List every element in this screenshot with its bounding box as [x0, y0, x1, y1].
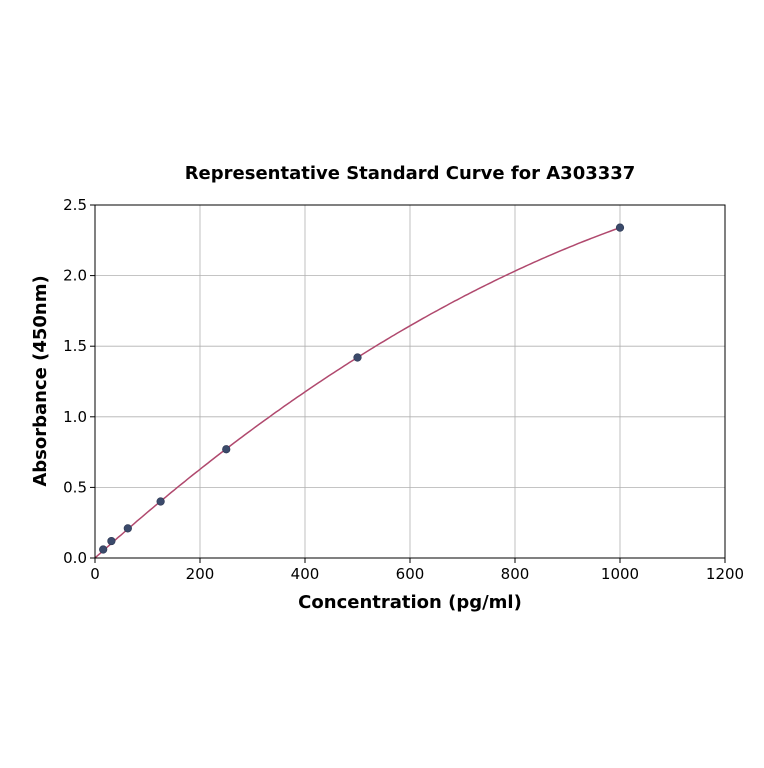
data-point	[107, 536, 116, 546]
y-tick-label: 2.0	[63, 267, 87, 285]
data-point	[222, 445, 231, 454]
x-axis-ticks: 0 200 400 600 800 1000 1200	[90, 558, 744, 583]
y-axis-ticks: 0.0 0.5 1.0 1.5 2.0 2.5	[63, 196, 95, 567]
y-tick-label: 0.0	[63, 549, 87, 567]
x-tick-label: 800	[501, 565, 530, 583]
x-axis-label: Concentration (pg/ml)	[298, 592, 522, 613]
y-tick-label: 0.5	[63, 478, 87, 496]
x-tick-label: 0	[90, 565, 100, 583]
x-tick-label: 600	[396, 565, 425, 583]
data-point	[615, 223, 625, 232]
chart-title: Representative Standard Curve for A30333…	[185, 163, 636, 184]
x-tick-label: 400	[291, 565, 320, 583]
data-point	[353, 353, 362, 362]
fit-curve-group	[94, 226, 621, 559]
data-point	[156, 497, 165, 506]
y-tick-label: 1.0	[63, 408, 87, 426]
x-tick-label: 1000	[601, 565, 639, 583]
y-axis-label: Absorbance (450nm)	[30, 275, 51, 486]
grid	[94, 204, 726, 559]
fit-curve	[94, 226, 621, 559]
x-tick-label: 1200	[706, 565, 744, 583]
data-points	[99, 223, 625, 554]
data-point	[99, 545, 108, 554]
data-point	[123, 524, 132, 533]
x-tick-label: 200	[186, 565, 215, 583]
y-tick-label: 2.5	[63, 196, 87, 214]
y-tick-label: 1.5	[63, 337, 87, 355]
